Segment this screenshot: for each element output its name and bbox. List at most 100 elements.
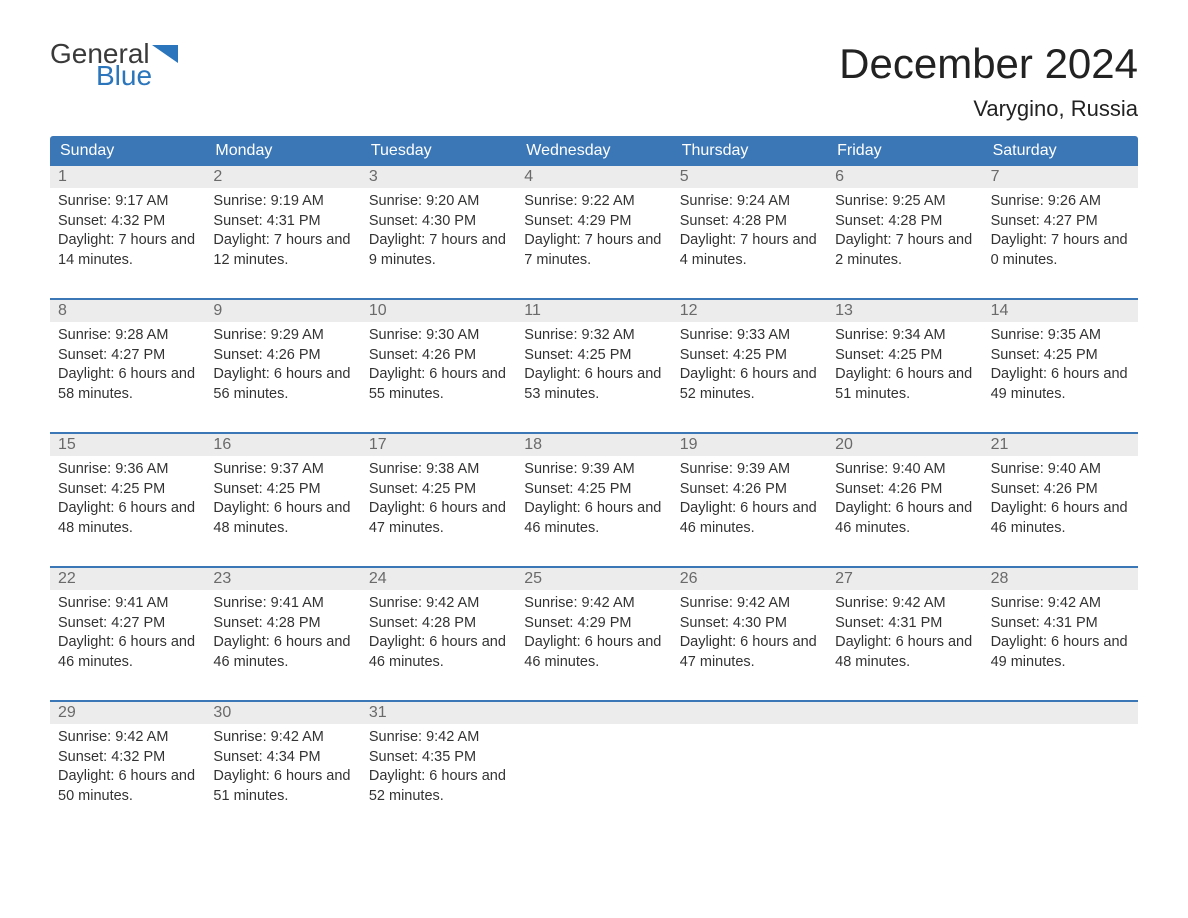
field-label: Sunrise: — [369, 461, 426, 477]
day-header-row: SundayMondayTuesdayWednesdayThursdayFrid… — [50, 136, 1138, 166]
day-number: 19 — [672, 434, 827, 456]
day-cell: Sunrise: 9:41 AMSunset: 4:27 PMDaylight:… — [50, 590, 205, 686]
field-label: Sunrise: — [213, 193, 270, 209]
day-number — [516, 702, 671, 724]
field-label: Sunset: — [213, 615, 266, 631]
field-value: 4:25 PM — [111, 481, 165, 497]
field-label: Daylight: — [835, 232, 895, 248]
field-value: 4:27 PM — [111, 347, 165, 363]
field-label: Daylight: — [213, 500, 273, 516]
day-number: 13 — [827, 300, 982, 322]
field-value: 9:40 AM — [1048, 461, 1101, 477]
field-value: 9:29 AM — [271, 327, 324, 343]
field-value: 9:42 AM — [582, 595, 635, 611]
field-value: 9:33 AM — [737, 327, 790, 343]
field-value: 9:42 AM — [1048, 595, 1101, 611]
field-label: Daylight: — [58, 768, 118, 784]
field-value: 4:25 PM — [577, 481, 631, 497]
day-number: 26 — [672, 568, 827, 590]
day-number: 17 — [361, 434, 516, 456]
field-value: 9:34 AM — [892, 327, 945, 343]
field-value: 4:26 PM — [267, 347, 321, 363]
field-value: 9:39 AM — [582, 461, 635, 477]
field-value: 9:41 AM — [115, 595, 168, 611]
day-cell: Sunrise: 9:17 AMSunset: 4:32 PMDaylight:… — [50, 188, 205, 284]
field-label: Daylight: — [991, 366, 1051, 382]
field-value: 4:25 PM — [733, 347, 787, 363]
field-label: Sunset: — [524, 347, 577, 363]
day-number: 16 — [205, 434, 360, 456]
day-number: 31 — [361, 702, 516, 724]
field-label: Sunrise: — [369, 595, 426, 611]
field-label: Sunset: — [680, 347, 733, 363]
day-cell: Sunrise: 9:42 AMSunset: 4:28 PMDaylight:… — [361, 590, 516, 686]
calendar-week: 1234567Sunrise: 9:17 AMSunset: 4:32 PMDa… — [50, 166, 1138, 284]
field-label: Daylight: — [58, 232, 118, 248]
field-label: Daylight: — [991, 634, 1051, 650]
day-number: 23 — [205, 568, 360, 590]
field-label: Daylight: — [835, 634, 895, 650]
field-label: Sunset: — [524, 213, 577, 229]
field-label: Daylight: — [369, 634, 429, 650]
field-value: 9:30 AM — [426, 327, 479, 343]
day-cell: Sunrise: 9:39 AMSunset: 4:26 PMDaylight:… — [672, 456, 827, 552]
day-number: 2 — [205, 166, 360, 188]
field-value: 9:42 AM — [737, 595, 790, 611]
field-label: Sunrise: — [213, 461, 270, 477]
day-cell: Sunrise: 9:42 AMSunset: 4:31 PMDaylight:… — [827, 590, 982, 686]
field-value: 9:24 AM — [737, 193, 790, 209]
calendar-week: 293031Sunrise: 9:42 AMSunset: 4:32 PMDay… — [50, 700, 1138, 820]
day-header: Wednesday — [516, 136, 671, 166]
field-value: 4:34 PM — [267, 749, 321, 765]
field-value: 9:19 AM — [271, 193, 324, 209]
day-number — [827, 702, 982, 724]
day-cell: Sunrise: 9:35 AMSunset: 4:25 PMDaylight:… — [983, 322, 1138, 418]
day-number-row: 15161718192021 — [50, 434, 1138, 456]
field-value: 4:26 PM — [1044, 481, 1098, 497]
field-value: 4:25 PM — [888, 347, 942, 363]
field-value: 4:25 PM — [267, 481, 321, 497]
day-number: 21 — [983, 434, 1138, 456]
field-value: 4:25 PM — [577, 347, 631, 363]
field-label: Sunset: — [369, 213, 422, 229]
field-label: Sunset: — [680, 213, 733, 229]
field-label: Sunrise: — [58, 461, 115, 477]
day-number: 27 — [827, 568, 982, 590]
day-header: Monday — [205, 136, 360, 166]
day-cell: Sunrise: 9:42 AMSunset: 4:30 PMDaylight:… — [672, 590, 827, 686]
field-value: 9:40 AM — [892, 461, 945, 477]
field-label: Daylight: — [213, 232, 273, 248]
day-header: Friday — [827, 136, 982, 166]
field-value: 9:28 AM — [115, 327, 168, 343]
day-number: 11 — [516, 300, 671, 322]
field-value: 4:31 PM — [267, 213, 321, 229]
field-value: 4:26 PM — [888, 481, 942, 497]
field-label: Daylight: — [369, 366, 429, 382]
day-cell: Sunrise: 9:37 AMSunset: 4:25 PMDaylight:… — [205, 456, 360, 552]
field-value: 4:26 PM — [422, 347, 476, 363]
field-label: Sunrise: — [991, 327, 1048, 343]
day-cell: Sunrise: 9:24 AMSunset: 4:28 PMDaylight:… — [672, 188, 827, 284]
field-value: 4:32 PM — [111, 213, 165, 229]
field-label: Sunset: — [369, 749, 422, 765]
field-value: 9:22 AM — [582, 193, 635, 209]
field-label: Sunrise: — [58, 729, 115, 745]
day-cell: Sunrise: 9:34 AMSunset: 4:25 PMDaylight:… — [827, 322, 982, 418]
field-value: 9:32 AM — [582, 327, 635, 343]
field-label: Daylight: — [680, 232, 740, 248]
field-label: Sunset: — [369, 615, 422, 631]
field-value: 4:25 PM — [1044, 347, 1098, 363]
field-value: 9:36 AM — [115, 461, 168, 477]
day-number: 15 — [50, 434, 205, 456]
day-cell: Sunrise: 9:36 AMSunset: 4:25 PMDaylight:… — [50, 456, 205, 552]
month-title: December 2024 — [839, 40, 1138, 88]
field-label: Sunrise: — [680, 595, 737, 611]
field-label: Sunrise: — [524, 327, 581, 343]
day-number: 14 — [983, 300, 1138, 322]
field-label: Sunrise: — [524, 461, 581, 477]
field-label: Sunset: — [835, 347, 888, 363]
field-label: Sunrise: — [991, 193, 1048, 209]
day-cell — [827, 724, 982, 820]
day-cell: Sunrise: 9:40 AMSunset: 4:26 PMDaylight:… — [983, 456, 1138, 552]
field-label: Sunrise: — [835, 595, 892, 611]
